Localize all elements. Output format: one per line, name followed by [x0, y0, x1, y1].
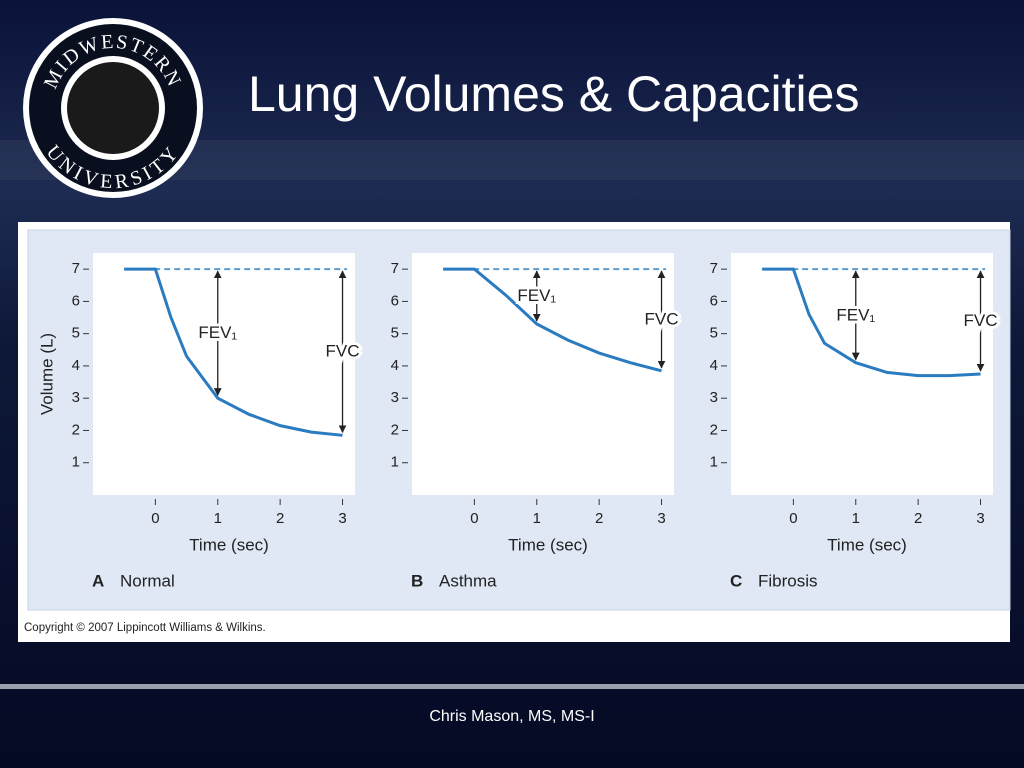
annotation-label: FEV₁: [517, 286, 556, 305]
y-tick-label: 4: [710, 357, 718, 374]
panel-letter: A: [92, 571, 104, 590]
annotation-label: FEV₁: [836, 305, 875, 324]
y-tick-label: 3: [72, 389, 80, 406]
panel-title: Fibrosis: [758, 571, 818, 590]
charts: 1 2 3 4 5 6 7 0 1 2 3 Time (sec) Volume (L) A Normal FE…: [37, 253, 1001, 590]
y-tick-label: 5: [391, 325, 399, 342]
x-tick-label: 0: [470, 510, 478, 527]
panel-title: Normal: [120, 571, 175, 590]
y-tick-label: 6: [391, 292, 399, 309]
annotation-label: FEV₁: [198, 323, 237, 342]
data-line: [443, 267, 662, 373]
annotation-label: FVC: [326, 342, 360, 361]
y-tick-label: 5: [710, 325, 718, 342]
copyright: Copyright © 2007 Lippincott Williams & W…: [24, 622, 266, 634]
y-tick-label: 2: [72, 421, 80, 438]
panel-letter: C: [730, 571, 742, 590]
x-tick-label: 3: [657, 510, 665, 527]
plot-area: [93, 253, 355, 495]
x-tick-label: 1: [533, 510, 541, 527]
y-tick-label: 5: [72, 325, 80, 342]
x-tick-label: 2: [595, 510, 603, 527]
slide-title: Lung Volumes & Capacities: [248, 66, 859, 122]
x-tick-label: 3: [976, 510, 984, 527]
x-axis-label: Time (sec): [189, 535, 269, 554]
annotation-label: FVC: [645, 309, 679, 328]
y-tick-label: 6: [710, 292, 718, 309]
panel-letter: B: [411, 571, 423, 590]
annotation-label: FVC: [964, 311, 998, 330]
x-axis-label: Time (sec): [827, 535, 907, 554]
x-tick-label: 2: [276, 510, 284, 527]
data-line: [124, 267, 343, 437]
logo: MIDWESTERN UNIVERSITY: [23, 18, 203, 198]
y-tick-label: 3: [391, 389, 399, 406]
y-tick-label: 2: [710, 421, 718, 438]
x-tick-label: 0: [789, 510, 797, 527]
y-tick-label: 4: [391, 357, 399, 374]
x-tick-label: 1: [214, 510, 222, 527]
y-tick-label: 1: [391, 454, 399, 471]
x-tick-label: 2: [914, 510, 922, 527]
y-tick-label: 7: [710, 260, 718, 277]
y-tick-label: 4: [72, 357, 80, 374]
y-tick-label: 1: [710, 454, 718, 471]
panel-title: Asthma: [439, 571, 497, 590]
y-tick-label: 7: [391, 260, 399, 277]
footer-rule: [0, 684, 1024, 689]
y-tick-label: 6: [72, 292, 80, 309]
x-tick-label: 0: [151, 510, 159, 527]
y-tick-label: 3: [710, 389, 718, 406]
plot-area: [412, 253, 674, 495]
plot-area: [731, 253, 993, 495]
y-axis-label: Volume (L): [37, 333, 56, 415]
logo-emblem: [67, 62, 159, 154]
x-tick-label: 1: [852, 510, 860, 527]
y-tick-label: 1: [72, 454, 80, 471]
data-line: [762, 267, 981, 378]
y-tick-label: 7: [72, 260, 80, 277]
footer: Chris Mason, MS, MS-I: [429, 708, 594, 725]
x-axis-label: Time (sec): [508, 535, 588, 554]
x-tick-label: 3: [338, 510, 346, 527]
y-tick-label: 2: [391, 421, 399, 438]
